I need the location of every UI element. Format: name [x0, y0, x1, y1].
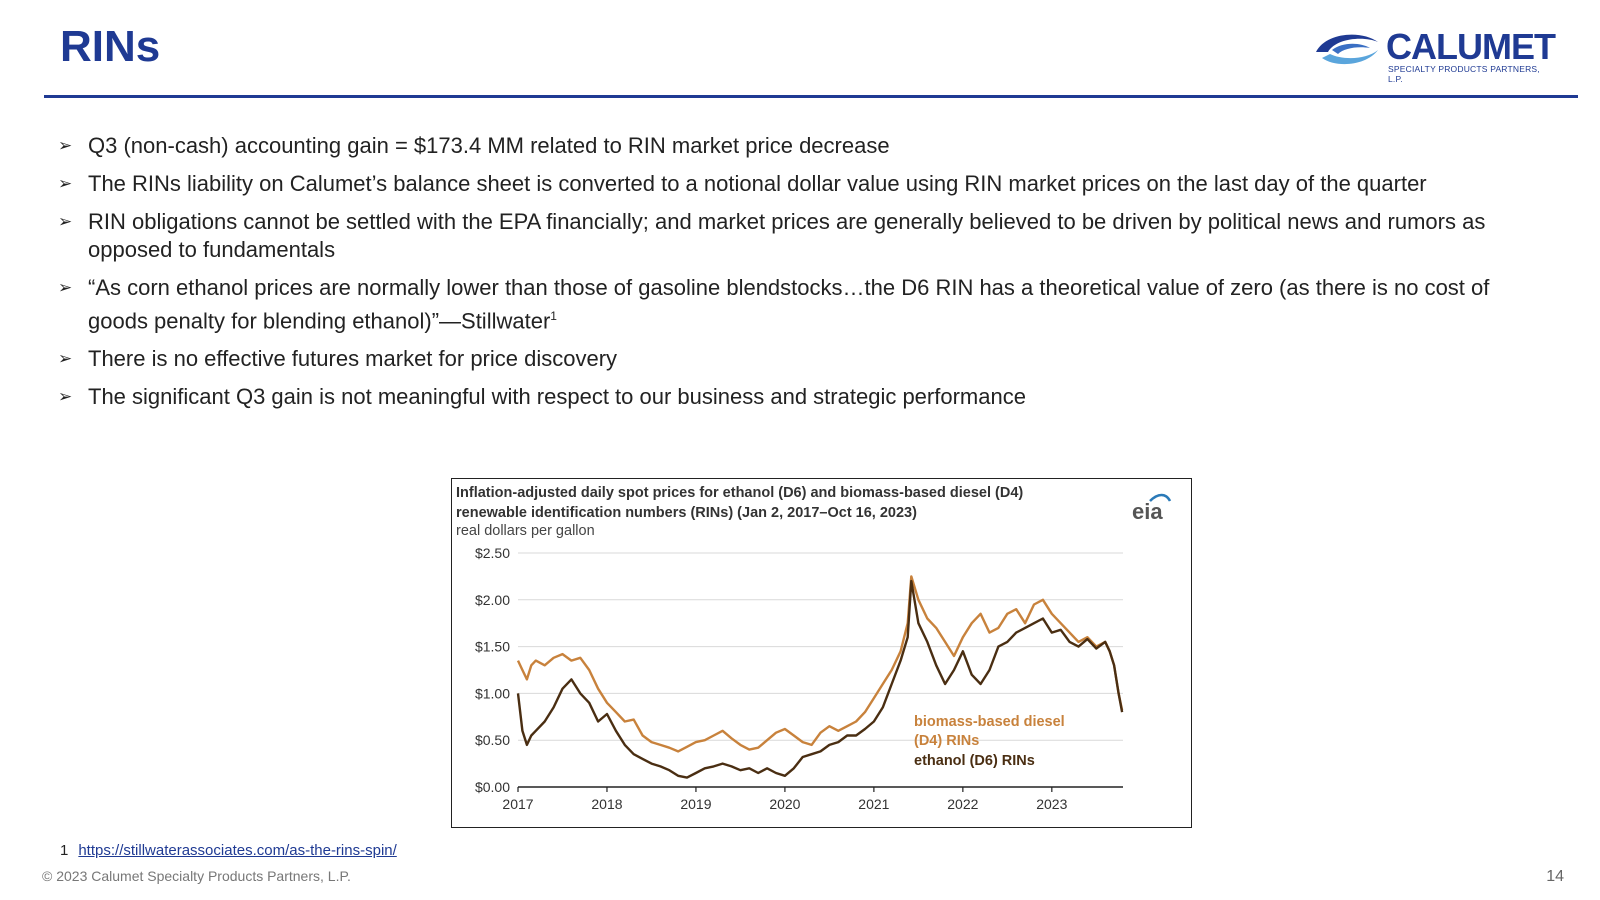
- footnote-link[interactable]: https://stillwaterassociates.com/as-the-…: [78, 842, 397, 859]
- d6-series-line: [516, 579, 1124, 779]
- logo-tagline: SPECIALTY PRODUCTS PARTNERS, L.P.: [1388, 64, 1540, 84]
- arrow-bullet-icon: ➢: [58, 278, 73, 297]
- chart-title-line-2: renewable identification numbers (RINs) …: [456, 505, 917, 521]
- footnote-number: 1: [60, 842, 69, 859]
- y-tick-label: $0.50: [475, 732, 510, 748]
- title-divider: [44, 95, 1578, 98]
- page-number: 14: [1546, 868, 1564, 885]
- bullet-item: ➢ Q3 (non-cash) accounting gain = $173.4 …: [58, 132, 1548, 160]
- y-tick-label: $2.50: [475, 545, 510, 561]
- rin-price-chart: Inflation-adjusted daily spot prices for…: [451, 478, 1192, 828]
- y-tick-label: $0.00: [475, 779, 510, 795]
- arrow-bullet-icon: ➢: [58, 174, 73, 193]
- y-tick-label: $1.00: [475, 685, 510, 701]
- x-tick-label: 2017: [502, 796, 533, 812]
- eia-logo: eia: [1132, 493, 1172, 524]
- bullet-text: “As corn ethanol prices are normally low…: [88, 275, 1490, 334]
- bullet-text: Q3 (non-cash) accounting gain = $173.4 M…: [88, 133, 890, 158]
- chart-subtitle: real dollars per gallon: [456, 523, 595, 539]
- bullet-text: The RINs liability on Calumet’s balance …: [88, 171, 1427, 196]
- bullet-item: ➢ The significant Q3 gain is not meaningf…: [58, 383, 1548, 411]
- copyright: © 2023 Calumet Specialty Products Partne…: [42, 868, 351, 884]
- footnote: 1 https://stillwaterassociates.com/as-the…: [60, 842, 397, 859]
- x-tick-label: 2019: [680, 796, 711, 812]
- d4-series-label-line-2: (D4) RINs: [914, 733, 979, 749]
- arrow-bullet-icon: ➢: [58, 349, 73, 369]
- chart-title-line-1: Inflation-adjusted daily spot prices for…: [456, 485, 1023, 501]
- arrow-bullet-icon: ➢: [58, 387, 73, 407]
- d4-series-line: [516, 575, 1124, 753]
- bullet-item: ➢ “As corn ethanol prices are normally lo…: [58, 274, 1548, 335]
- x-tick-label: 2018: [591, 796, 622, 812]
- arrow-bullet-icon: ➢: [58, 136, 73, 155]
- eia-logo-arc: [1149, 493, 1172, 502]
- page-title: RINs: [60, 22, 161, 71]
- bullet-text: The significant Q3 gain is not meaningfu…: [88, 384, 1026, 410]
- x-tick-label: 2021: [858, 796, 889, 812]
- d4-series-label-line-1: biomass-based diesel: [914, 714, 1065, 730]
- bullet-list: ➢ Q3 (non-cash) accounting gain = $173.4 …: [58, 132, 1548, 421]
- y-tick-label: $2.00: [475, 592, 510, 608]
- x-tick-label: 2022: [947, 796, 978, 812]
- bullet-item: ➢ RIN obligations cannot be settled with …: [58, 208, 1548, 264]
- logo-wordmark: CALUMET: [1386, 26, 1556, 67]
- bullet-text: RIN obligations cannot be settled with t…: [88, 209, 1486, 262]
- y-tick-label: $1.50: [475, 639, 510, 655]
- eia-logo-text: eia: [1132, 499, 1163, 524]
- d6-series-label: ethanol (D6) RINs: [914, 753, 1035, 769]
- bullet-text: There is no effective futures market for…: [88, 346, 618, 372]
- arrow-bullet-icon: ➢: [58, 212, 73, 231]
- bullet-item: ➢ There is no effective futures market fo…: [58, 345, 1548, 373]
- footnote-ref: 1: [550, 309, 557, 323]
- bullet-item: ➢ The RINs liability on Calumet’s balance…: [58, 170, 1548, 198]
- x-tick-label: 2023: [1036, 796, 1067, 812]
- calumet-logo: CALUMET SPECIALTY PRODUCTS PARTNERS, L.P…: [1312, 26, 1556, 84]
- chart-canvas: Inflation-adjusted daily spot prices for…: [456, 485, 1172, 812]
- x-tick-label: 2020: [769, 796, 800, 812]
- swoosh-icon: [1316, 34, 1378, 65]
